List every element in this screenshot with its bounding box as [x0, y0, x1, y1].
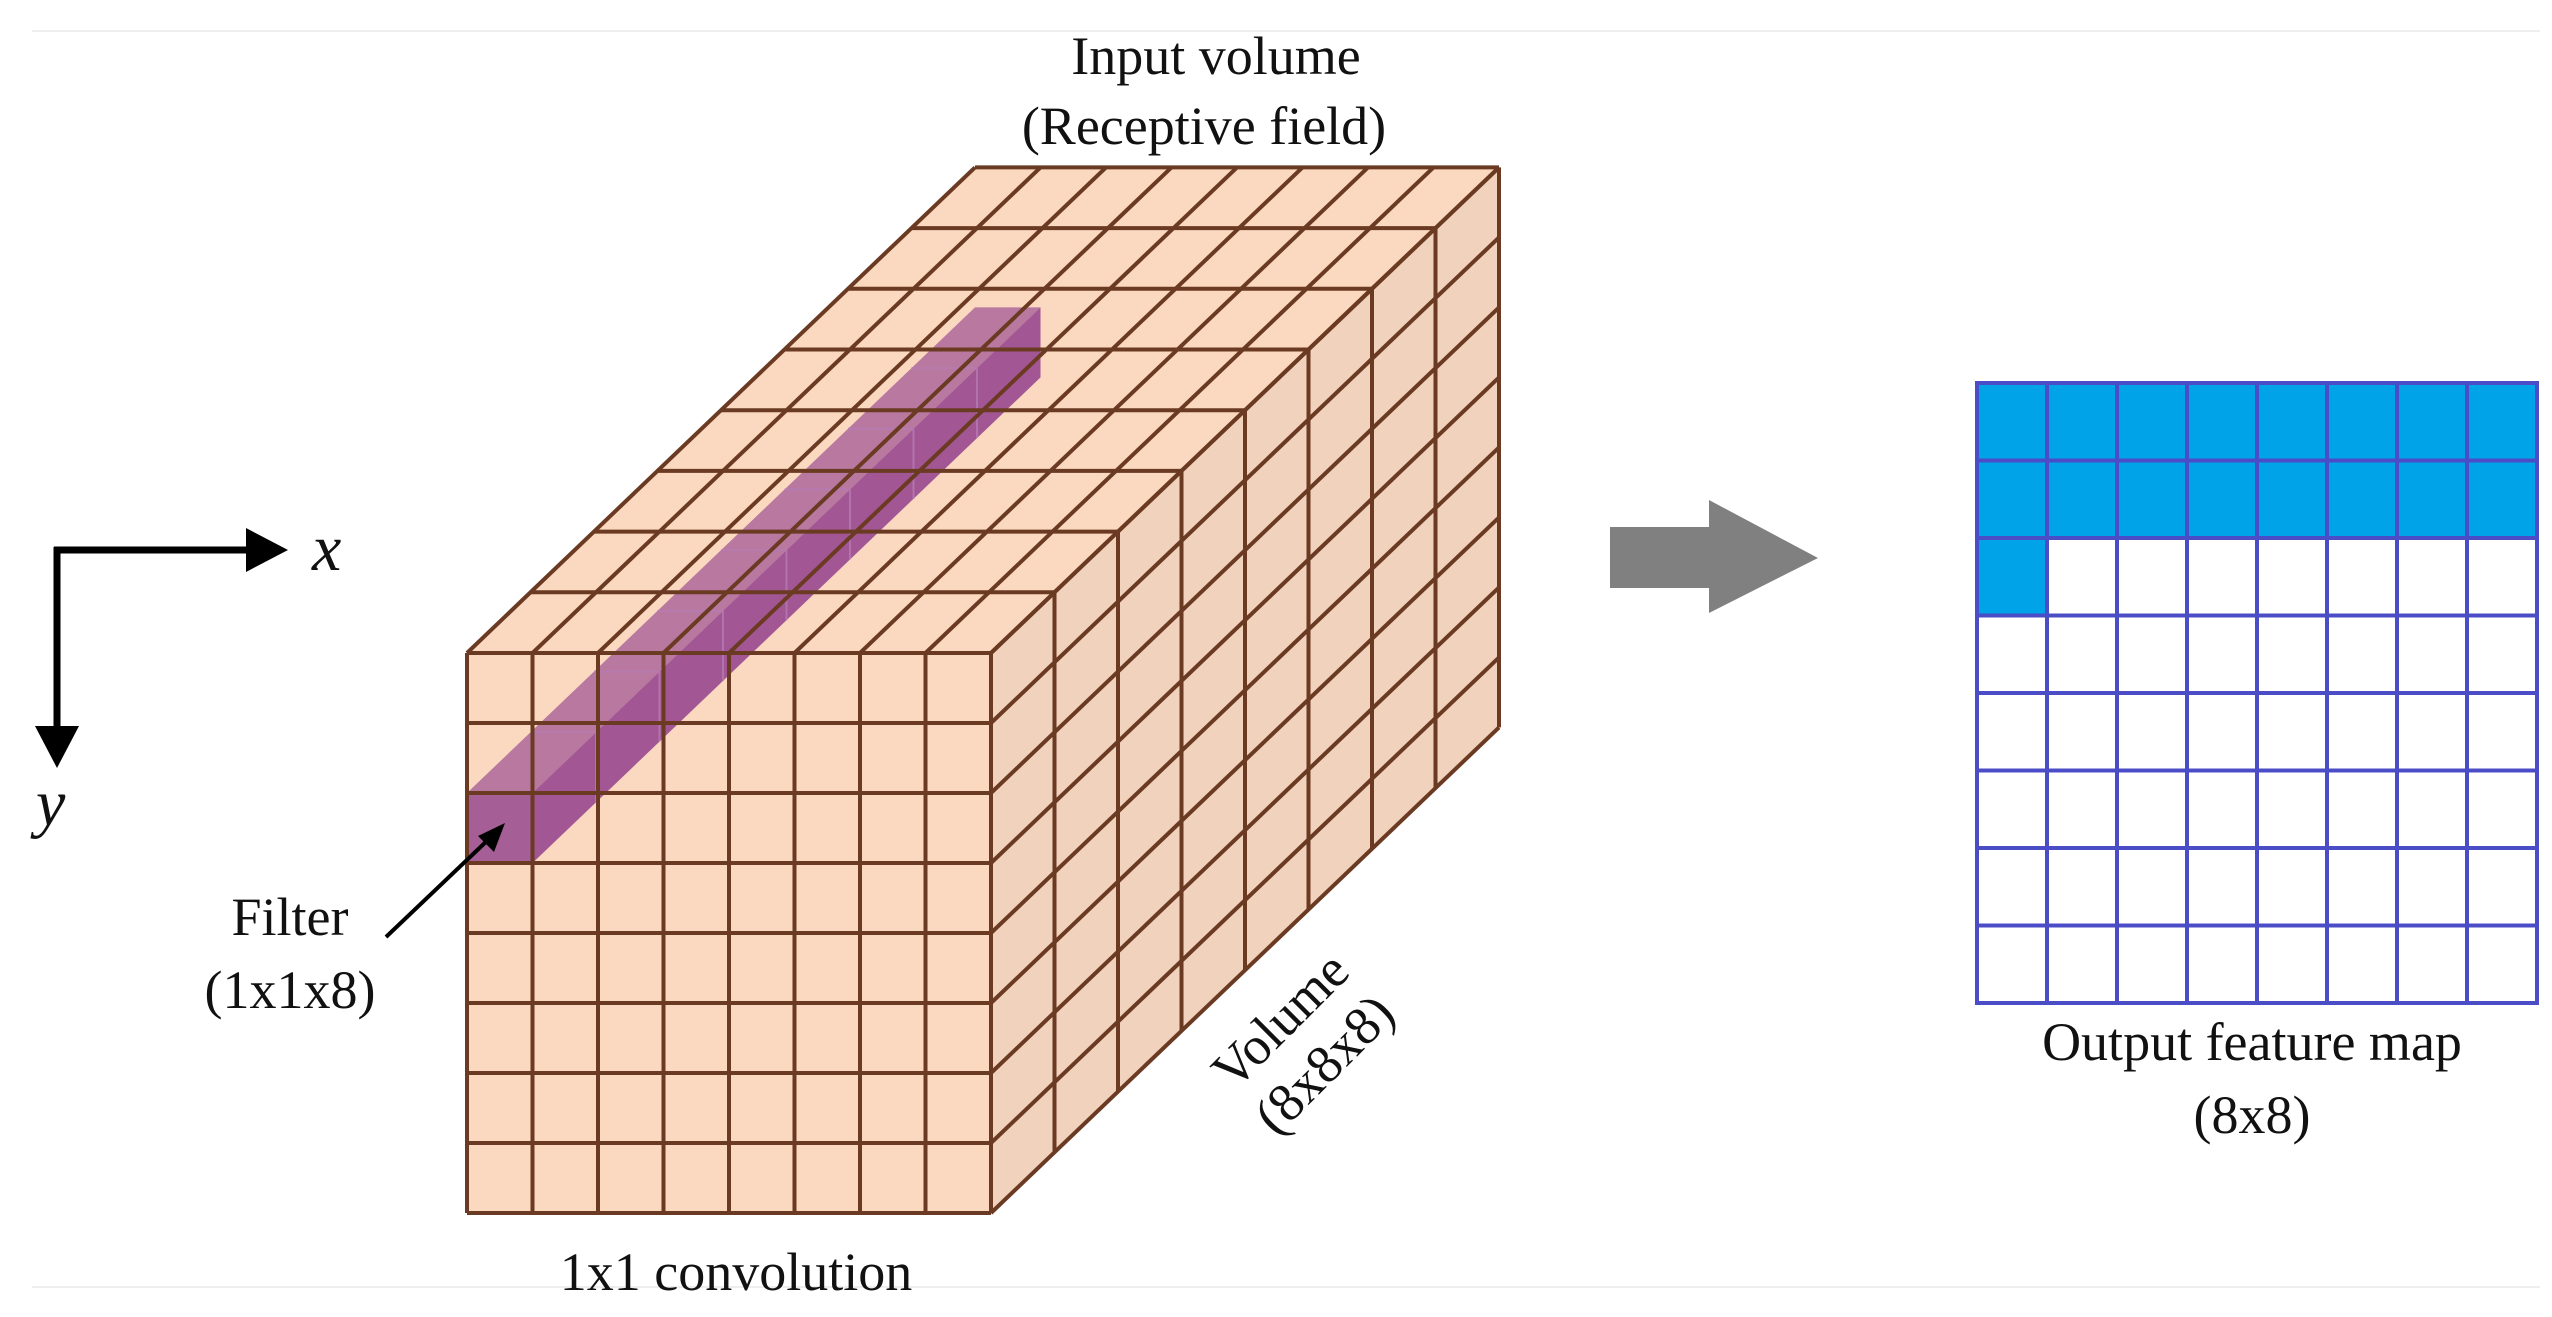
- input-volume-subtitle: (Receptive field): [1022, 96, 1386, 156]
- y-axis-arrowhead: [35, 726, 79, 768]
- output-cell: [2255, 768, 2329, 850]
- cube-grid-line: [989, 515, 1501, 1005]
- filter-pointer-line: [384, 836, 492, 939]
- output-cell-filled: [2325, 381, 2399, 463]
- output-cell: [2185, 768, 2259, 850]
- output-cell: [2325, 691, 2399, 773]
- output-cell-filled: [2325, 458, 2399, 540]
- filter-size: (1x1x8): [205, 960, 376, 1020]
- output-cell-filled: [1975, 536, 2049, 618]
- output-feature-map: [1975, 381, 2539, 1005]
- output-cell: [2115, 536, 2189, 618]
- output-cell-filled: [2185, 458, 2259, 540]
- output-cell: [2465, 846, 2539, 928]
- output-cell-filled: [2255, 381, 2329, 463]
- output-cell: [2465, 923, 2539, 1005]
- output-cell: [2465, 691, 2539, 773]
- output-cell-filled: [2045, 381, 2119, 463]
- output-cell: [2325, 923, 2399, 1005]
- output-cell: [2115, 691, 2189, 773]
- cube-grid-line: [989, 165, 1501, 655]
- cube-grid-line: [989, 585, 1501, 1075]
- output-cell-filled: [2465, 381, 2539, 463]
- filter-title: Filter: [232, 887, 349, 947]
- input-volume-cube: [465, 165, 1501, 1215]
- output-cell-filled: [2255, 458, 2329, 540]
- output-size: (8x8): [2194, 1085, 2311, 1145]
- output-cell: [2045, 536, 2119, 618]
- output-cell: [2045, 691, 2119, 773]
- output-cell: [2255, 846, 2329, 928]
- xy-axes: [35, 528, 288, 768]
- output-cell: [2325, 846, 2399, 928]
- output-cell: [1975, 923, 2049, 1005]
- output-cell: [2185, 691, 2259, 773]
- output-cell: [2255, 923, 2329, 1005]
- output-cell-filled: [2115, 458, 2189, 540]
- output-cell: [2325, 536, 2399, 618]
- output-cell: [2115, 613, 2189, 695]
- cube-grid-line: [989, 725, 1501, 1215]
- cube-grid-line: [989, 375, 1501, 865]
- cube-grid-line: [989, 655, 1501, 1145]
- output-cell: [2395, 536, 2469, 618]
- output-cell: [2325, 768, 2399, 850]
- output-cell: [2185, 536, 2259, 618]
- output-cell-filled: [1975, 458, 2049, 540]
- output-cell: [2045, 923, 2119, 1005]
- output-cell: [2115, 846, 2189, 928]
- output-cell: [2255, 613, 2329, 695]
- output-cell: [2395, 691, 2469, 773]
- output-cell: [2395, 768, 2469, 850]
- cube-grid-line: [989, 305, 1501, 795]
- output-cell: [1975, 768, 2049, 850]
- output-cell: [2045, 846, 2119, 928]
- output-cell: [2465, 768, 2539, 850]
- output-cell: [2115, 768, 2189, 850]
- output-cell-filled: [2395, 381, 2469, 463]
- output-cell: [2325, 613, 2399, 695]
- x-axis-label: x: [311, 512, 341, 585]
- output-cell: [2185, 923, 2259, 1005]
- output-cell-filled: [2395, 458, 2469, 540]
- output-cell-filled: [2185, 381, 2259, 463]
- output-cell: [2255, 691, 2329, 773]
- output-cell-filled: [2465, 458, 2539, 540]
- output-cell: [2395, 846, 2469, 928]
- output-cell-filled: [1975, 381, 2049, 463]
- output-cell-filled: [2045, 458, 2119, 540]
- output-cell: [1975, 691, 2049, 773]
- output-cell: [2045, 768, 2119, 850]
- y-axis-label: y: [30, 767, 66, 840]
- conv-caption: 1x1 convolution: [560, 1242, 912, 1302]
- output-cell: [2185, 613, 2259, 695]
- output-cell-filled: [2115, 381, 2189, 463]
- cube-grid-lines: [465, 165, 1501, 1215]
- x-axis-arrowhead: [246, 528, 288, 572]
- output-cell: [2185, 846, 2259, 928]
- output-cell: [2255, 536, 2329, 618]
- output-cell: [1975, 613, 2049, 695]
- transform-arrow: [1610, 500, 1818, 613]
- output-cell: [2395, 613, 2469, 695]
- output-cell: [2395, 923, 2469, 1005]
- cube-grid-line: [989, 445, 1501, 935]
- output-title: Output feature map: [2042, 1012, 2462, 1072]
- output-cell: [1975, 846, 2049, 928]
- cube-grid-line: [989, 235, 1501, 725]
- input-volume-title: Input volume: [1071, 26, 1360, 86]
- filter-pointer-arrowhead: [478, 823, 505, 852]
- output-cell: [2465, 613, 2539, 695]
- output-cell: [2465, 536, 2539, 618]
- output-cell: [2115, 923, 2189, 1005]
- output-cell: [2045, 613, 2119, 695]
